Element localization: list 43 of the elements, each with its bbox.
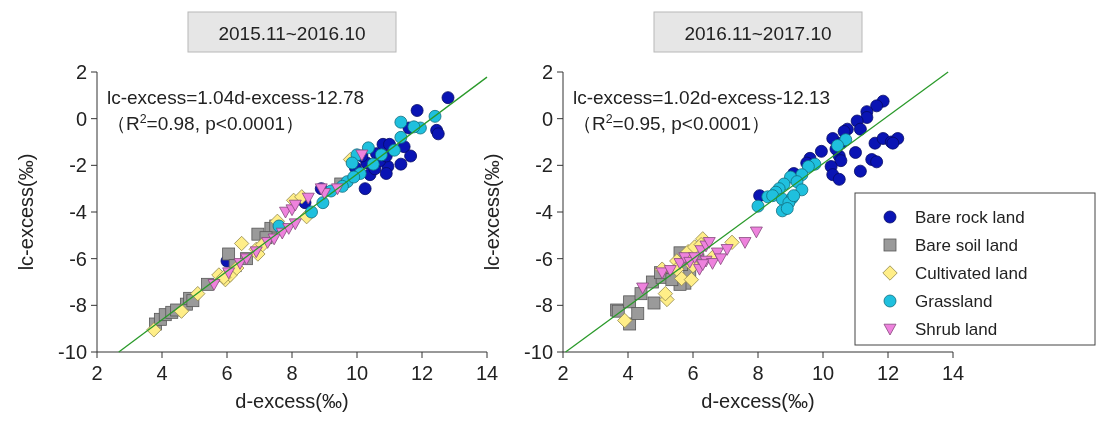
x-tick-label: 12 [876, 362, 900, 384]
chart-title: 2015.11~2016.10 [218, 23, 366, 44]
x-tick-label: 10 [811, 362, 835, 384]
annotation: lc-excess=1.04d-excess-12.78 [107, 87, 365, 108]
x-tick-label: 14 [941, 362, 965, 384]
y-axis-title: lc-excess(‰) [481, 153, 503, 271]
y-tick-label: 0 [75, 107, 87, 130]
y-tick-label: 0 [541, 107, 553, 130]
y-tick-label: -2 [69, 154, 87, 177]
x-tick-label: 12 [410, 362, 434, 384]
legend-label: Cultivated land [915, 264, 1028, 283]
x-tick-label: 6 [687, 362, 699, 384]
y-tick-label: -8 [535, 294, 553, 317]
legend-label: Bare soil land [915, 236, 1019, 255]
annotation: （R$^{2}$=0.95, p<0.0001） [573, 112, 771, 134]
y-tick-label: -6 [535, 247, 553, 270]
chart-title: 2016.11~2017.10 [684, 23, 832, 44]
x-axis-title: d-excess(‰) [701, 390, 815, 412]
y-tick-label: -2 [535, 154, 553, 177]
x-tick-label: 2 [91, 362, 103, 384]
legend-label: Shrub land [915, 320, 998, 339]
y-tick-label: -10 [58, 341, 87, 363]
y-tick-label: 2 [75, 61, 87, 83]
y-tick-label: -8 [69, 294, 87, 317]
y-tick-label: -4 [69, 201, 87, 223]
x-tick-label: 8 [286, 362, 298, 384]
y-tick-label: 2 [541, 61, 553, 83]
x-axis-title: d-excess(‰) [235, 390, 349, 412]
x-tick-label: 2 [557, 362, 569, 384]
annotation: lc-excess=1.02d-excess-12.13 [573, 87, 831, 108]
legend-label: Grassland [915, 292, 993, 311]
x-tick-label: 10 [345, 362, 369, 384]
annotation: （R$^{2}$=0.98, p<0.0001） [107, 112, 305, 134]
y-tick-label: -10 [524, 341, 553, 363]
y-tick-label: -6 [69, 247, 87, 270]
legend-label: Bare rock land [915, 208, 1025, 227]
x-tick-label: 4 [622, 362, 634, 384]
y-tick-label: -4 [535, 201, 553, 223]
x-tick-label: 8 [752, 362, 764, 384]
x-tick-label: 6 [221, 362, 233, 384]
x-tick-label: 14 [475, 362, 499, 384]
x-tick-label: 4 [156, 362, 168, 384]
y-axis-title: lc-excess(‰) [15, 153, 37, 271]
